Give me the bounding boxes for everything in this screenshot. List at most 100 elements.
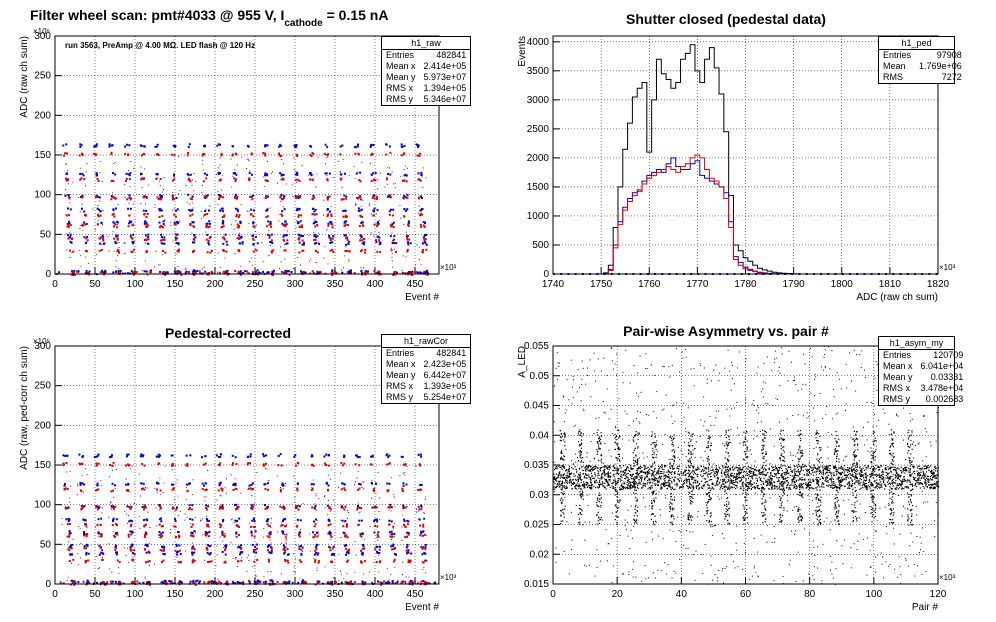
data-point — [278, 172, 280, 174]
data-point — [359, 198, 362, 201]
data-point — [401, 269, 403, 271]
data-point — [99, 523, 102, 526]
data-point — [269, 254, 271, 256]
data-point — [372, 561, 374, 563]
data-point — [691, 471, 693, 473]
data-point — [731, 475, 733, 477]
data-point — [733, 473, 735, 475]
data-point — [163, 548, 165, 550]
data-point — [635, 472, 637, 474]
data-point — [113, 484, 116, 487]
data-point — [265, 454, 268, 457]
data-point — [170, 483, 173, 486]
data-point — [155, 145, 158, 148]
data-point — [882, 475, 884, 477]
data-point — [293, 157, 295, 159]
data-point — [83, 491, 85, 493]
data-point — [299, 225, 302, 228]
data-point — [74, 581, 77, 584]
data-point — [107, 236, 109, 238]
data-point — [417, 271, 420, 274]
data-point — [145, 203, 147, 205]
data-point — [96, 253, 98, 255]
data-point — [78, 453, 81, 456]
data-point — [343, 267, 345, 269]
data-point — [207, 581, 210, 584]
data-point — [204, 196, 207, 199]
data-point — [877, 485, 879, 487]
data-point — [129, 199, 131, 201]
data-point — [270, 579, 273, 582]
data-point — [709, 472, 711, 475]
data-point — [908, 480, 910, 482]
data-point — [354, 146, 357, 149]
data-point — [63, 154, 66, 157]
data-point — [253, 560, 256, 563]
data-point — [111, 144, 114, 147]
data-point — [730, 479, 732, 481]
data-point — [285, 183, 287, 185]
data-point — [154, 145, 157, 148]
data-point — [157, 154, 160, 157]
data-point — [205, 231, 207, 233]
data-point — [115, 260, 117, 262]
data-point — [561, 465, 563, 467]
data-point — [246, 455, 249, 458]
data-point — [189, 209, 192, 212]
data-point — [189, 534, 192, 537]
data-point — [253, 225, 256, 228]
data-point — [333, 577, 335, 579]
data-point — [96, 207, 99, 210]
data-point — [621, 479, 623, 481]
data-point — [144, 533, 147, 536]
data-point — [62, 582, 65, 585]
data-point — [191, 547, 194, 550]
data-point — [67, 548, 70, 551]
data-point — [375, 195, 378, 198]
data-point — [373, 487, 376, 490]
data-point — [315, 241, 318, 244]
data-point — [601, 478, 603, 480]
data-point — [757, 487, 759, 489]
data-point — [285, 541, 287, 543]
data-point — [357, 207, 360, 210]
data-point — [865, 487, 867, 489]
data-point — [678, 468, 680, 470]
data-point — [348, 250, 351, 253]
data-point — [749, 482, 751, 485]
data-point — [646, 473, 648, 476]
data-point — [65, 163, 67, 165]
data-point — [235, 220, 237, 222]
data-point — [375, 198, 378, 201]
data-point — [127, 535, 130, 538]
data-point — [208, 545, 211, 548]
data-point — [745, 479, 747, 481]
data-point — [664, 476, 666, 478]
data-point — [267, 560, 270, 563]
data-point — [85, 543, 88, 546]
data-point — [359, 195, 362, 198]
data-point — [116, 238, 119, 241]
data-point — [332, 552, 335, 555]
data-point — [387, 172, 390, 175]
data-point — [322, 214, 324, 216]
data-point — [284, 249, 287, 252]
data-point — [224, 270, 227, 273]
data-point — [239, 272, 242, 275]
data-point — [879, 466, 881, 468]
data-point — [639, 467, 641, 469]
data-point — [375, 493, 377, 495]
data-point — [299, 264, 301, 266]
data-point — [875, 482, 877, 484]
data-point — [816, 469, 818, 471]
data-point — [326, 215, 329, 218]
data-point — [293, 475, 295, 477]
data-point — [362, 545, 365, 548]
data-point — [230, 158, 232, 160]
data-point — [139, 455, 142, 458]
data-point — [819, 469, 821, 472]
data-point — [389, 151, 392, 154]
data-point — [204, 213, 206, 215]
data-point — [296, 207, 299, 210]
data-point — [758, 487, 760, 490]
